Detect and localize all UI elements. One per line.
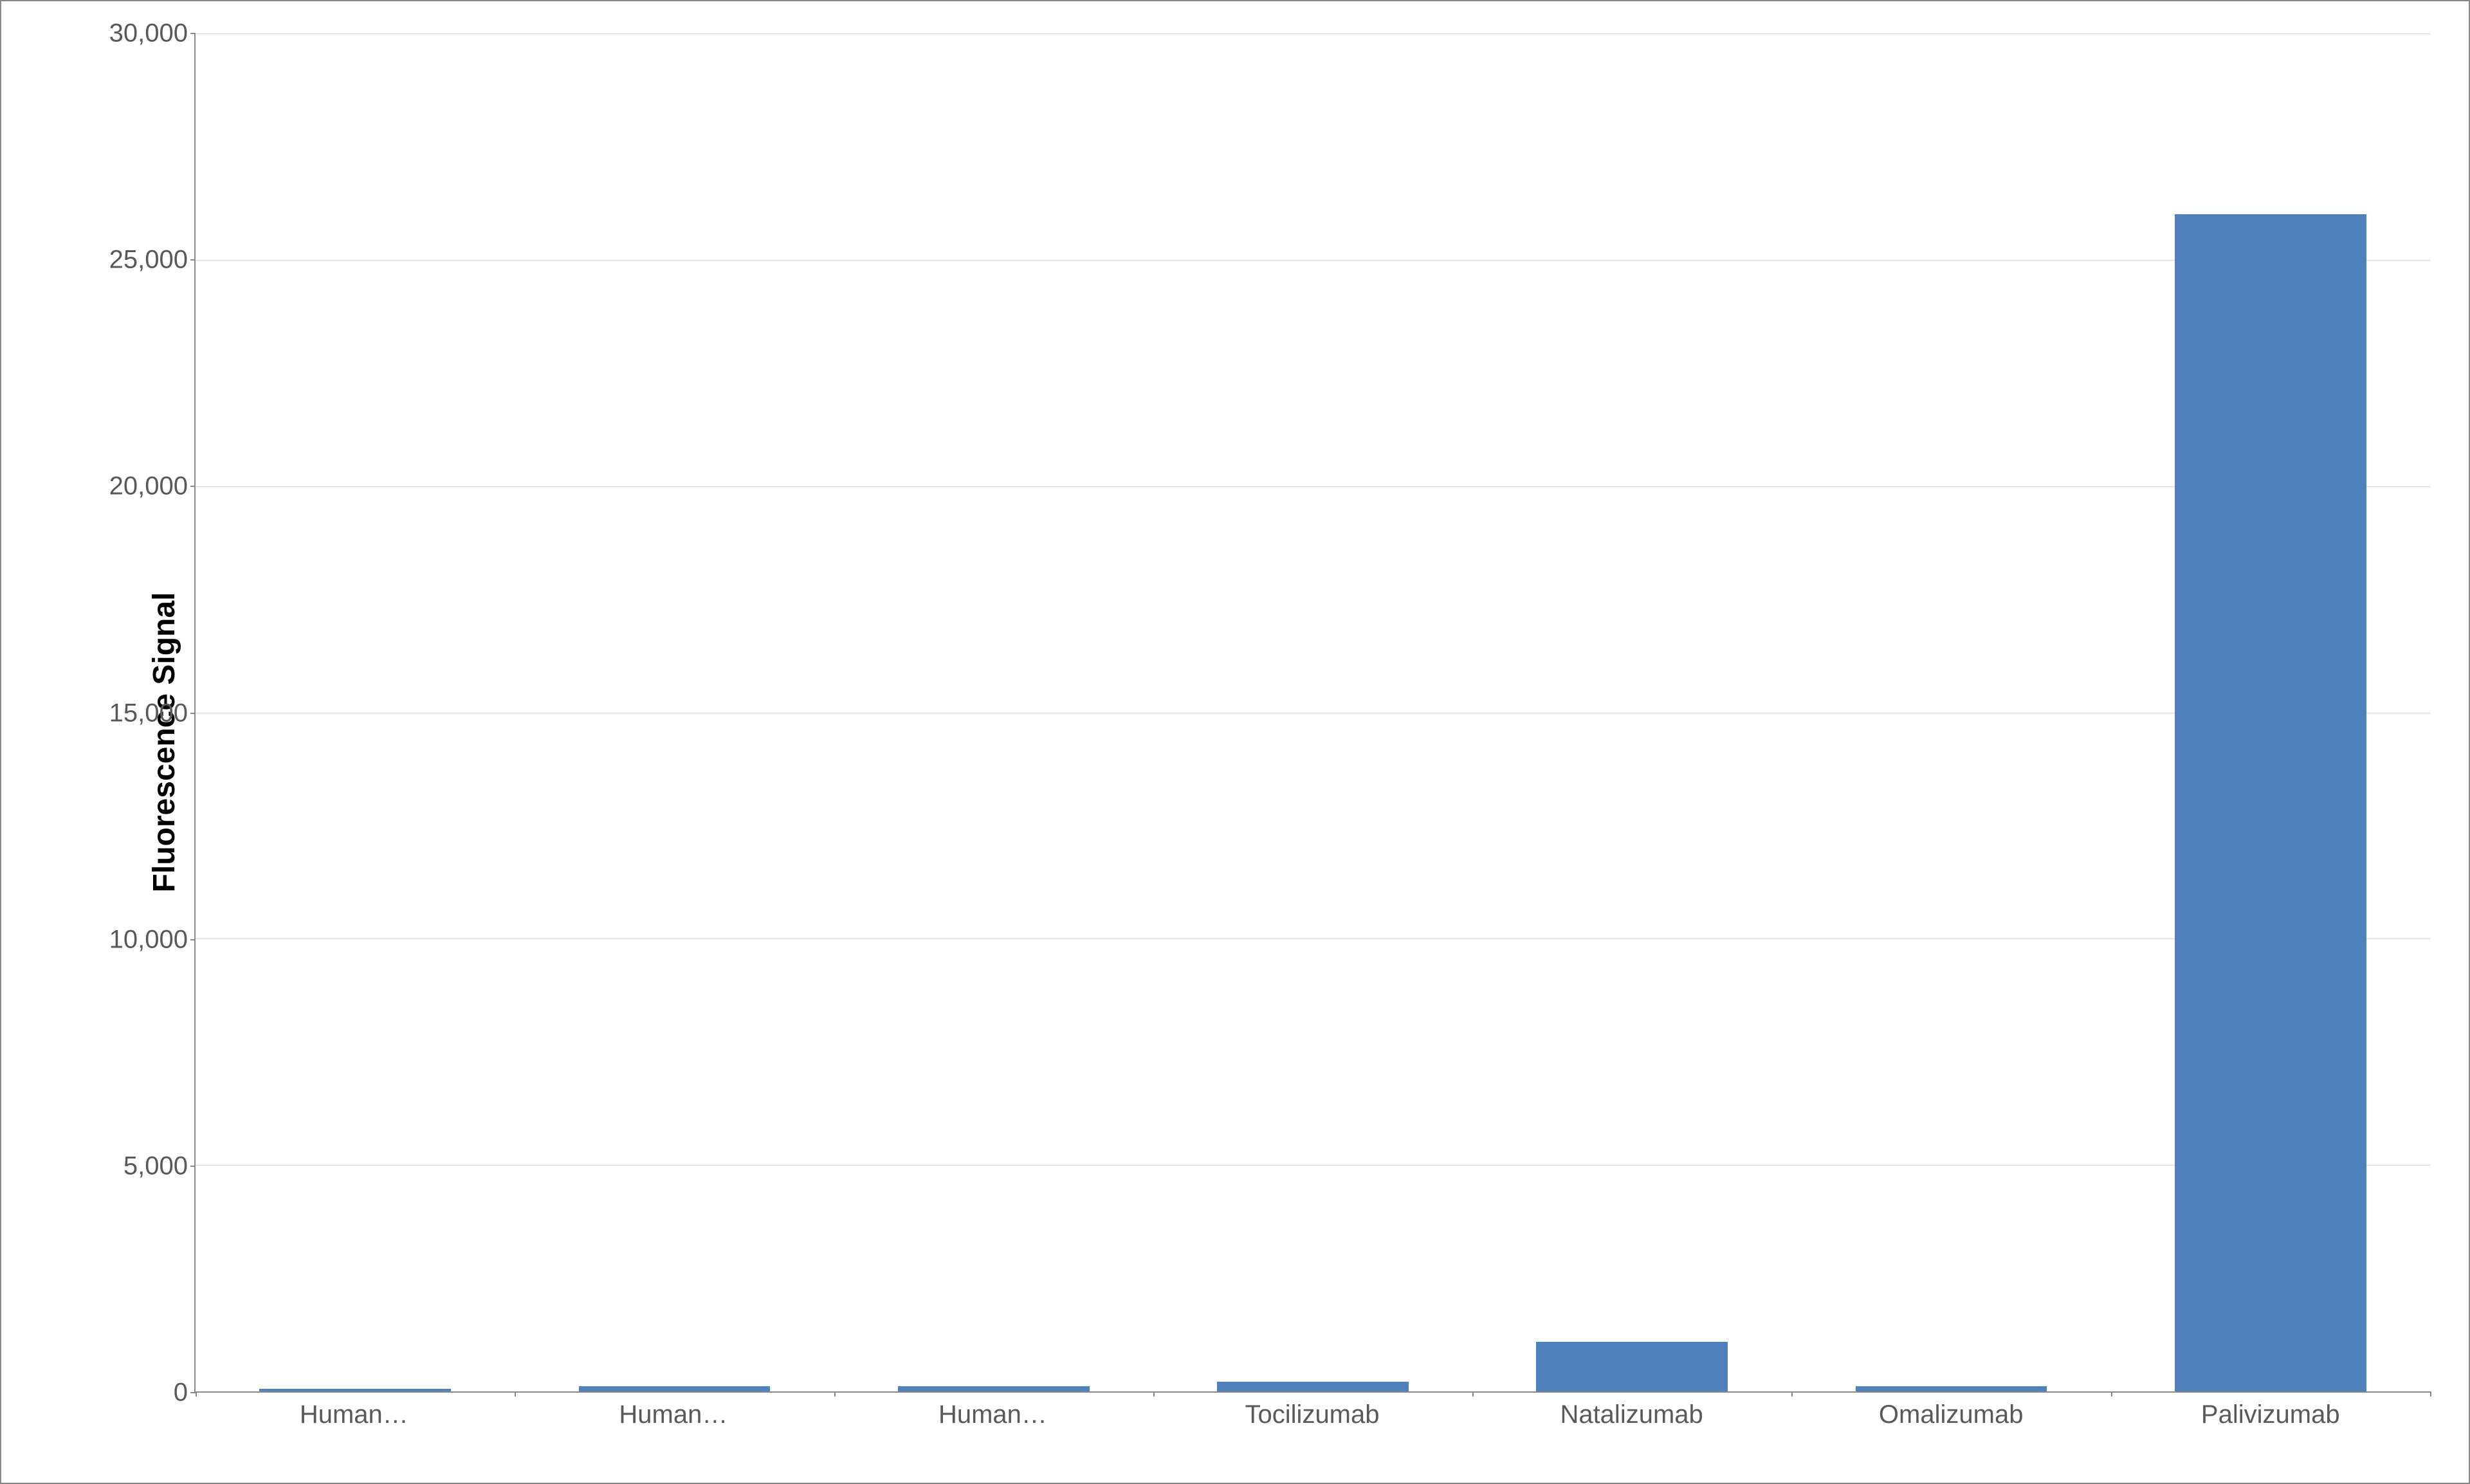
- bar: [579, 1386, 771, 1391]
- bar-slot: [834, 33, 1153, 1391]
- bar: [2175, 214, 2366, 1391]
- bar-slot: [1791, 33, 2110, 1391]
- x-tick-mark: [196, 1391, 197, 1397]
- y-tick-label: 25,000: [85, 246, 188, 275]
- bar: [259, 1389, 451, 1391]
- x-tick-mark: [2430, 1391, 2431, 1397]
- y-tick-label: 0: [85, 1379, 188, 1407]
- y-tick-label: 20,000: [85, 472, 188, 501]
- x-tick-mark: [1153, 1391, 1155, 1397]
- bar-slot: [196, 33, 515, 1391]
- x-tick-mark: [2111, 1391, 2112, 1397]
- x-axis-label: Natalizumab: [1472, 1400, 1791, 1429]
- x-axis-labels: Human…Human…Human…TocilizumabNatalizumab…: [194, 1400, 2430, 1429]
- bars-container: [196, 33, 2430, 1391]
- plot-area: [194, 33, 2430, 1393]
- y-tick-label: 30,000: [85, 19, 188, 48]
- bar: [1856, 1386, 2047, 1391]
- x-axis-label: Palivizumab: [2110, 1400, 2430, 1429]
- x-tick-mark: [515, 1391, 516, 1397]
- x-axis-label: Tocilizumab: [1153, 1400, 1472, 1429]
- x-tick-mark: [834, 1391, 836, 1397]
- bar-slot: [2111, 33, 2430, 1391]
- bar-slot: [1153, 33, 1472, 1391]
- x-axis-label: Human…: [514, 1400, 834, 1429]
- chart-frame: Fluorescence Signal 05,00010,00015,00020…: [0, 0, 2470, 1484]
- bar: [1536, 1342, 1728, 1391]
- x-axis-label: Omalizumab: [1791, 1400, 2111, 1429]
- bar-slot: [515, 33, 834, 1391]
- plot-wrapper: 05,00010,00015,00020,00025,00030,000 Hum…: [117, 33, 2430, 1393]
- y-tick-label: 5,000: [85, 1151, 188, 1180]
- x-tick-mark: [1791, 1391, 1793, 1397]
- x-tick-mark: [1472, 1391, 1474, 1397]
- y-tick-label: 15,000: [85, 699, 188, 728]
- bar: [1217, 1382, 1409, 1391]
- y-tick-label: 10,000: [85, 925, 188, 954]
- bar-slot: [1472, 33, 1791, 1391]
- bar: [898, 1386, 1090, 1391]
- x-axis-label: Human…: [194, 1400, 514, 1429]
- x-axis-label: Human…: [833, 1400, 1153, 1429]
